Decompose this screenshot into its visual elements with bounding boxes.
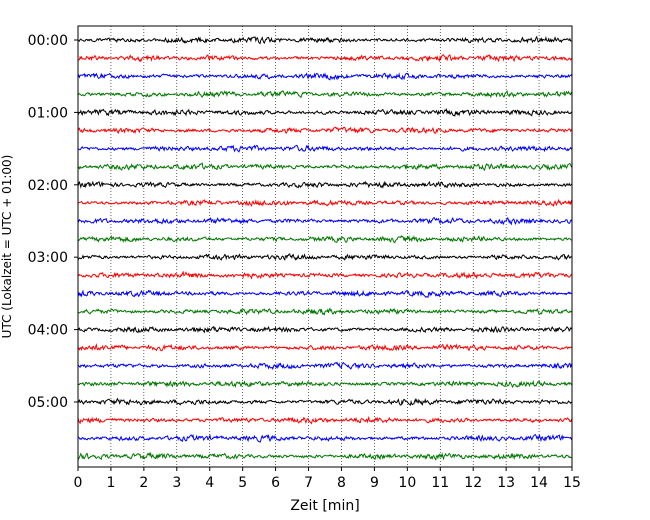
trace-0145 [77,162,573,172]
trace-0300 [77,253,573,261]
trace-0030 [77,72,573,81]
x-tick-label: 14 [530,475,548,491]
trace-0115 [77,126,573,135]
y-tick-label: 05:00 [28,395,68,411]
y-tick-label: 00:00 [28,33,68,49]
trace-0345 [77,307,573,316]
x-tick-label: 15 [563,475,581,491]
x-tick-label: 4 [205,475,214,491]
trace-0430 [77,361,573,371]
x-axis: 0 1 2 3 4 5 6 7 8 9 10 11 12 13 14 15 [74,467,581,491]
trace-0000 [77,35,573,45]
y-tick-label: 02:00 [28,178,68,194]
x-axis-title: Zeit [min] [290,498,359,514]
x-tick-label: 10 [398,475,416,491]
trace-0500 [77,397,573,407]
trace-0215 [77,198,573,207]
x-tick-label: 6 [271,475,280,491]
trace-0515 [77,415,573,425]
plot-frame [77,25,573,468]
trace-0045 [77,89,573,99]
x-tick-label: 13 [497,475,515,491]
trace-0130 [77,144,573,153]
x-tick-label: 2 [139,475,148,491]
trace-0545 [77,451,573,461]
trace-0415 [77,343,573,352]
trace-0530 [77,433,573,443]
x-tick-label: 12 [464,475,482,491]
x-tick-label: 0 [74,475,83,491]
x-tick-label: 9 [370,475,379,491]
y-axis-title: UTC (Lokalzeit = UTC + 01:00) [0,155,14,339]
trace-group [77,35,573,461]
trace-0330 [77,289,573,298]
x-tick-label: 1 [106,475,115,491]
trace-0015 [77,54,573,63]
y-tick-label: 03:00 [28,250,68,266]
trace-0200 [77,180,573,189]
x-tick-label: 7 [304,475,313,491]
y-axis: 00:00 01:00 02:00 03:00 04:00 05:00 [28,33,78,411]
y-tick-label: 04:00 [28,323,68,339]
y-tick-label: 01:00 [28,105,68,121]
trace-0400 [77,325,573,334]
x-tick-label: 5 [238,475,247,491]
trace-0100 [77,108,573,117]
trace-0315 [77,270,573,280]
x-tick-label: 8 [337,475,346,491]
x-tick-label: 11 [431,475,449,491]
trace-0245 [77,234,573,244]
trace-0230 [77,216,573,226]
x-tick-label: 3 [172,475,181,491]
trace-0445 [77,379,573,389]
